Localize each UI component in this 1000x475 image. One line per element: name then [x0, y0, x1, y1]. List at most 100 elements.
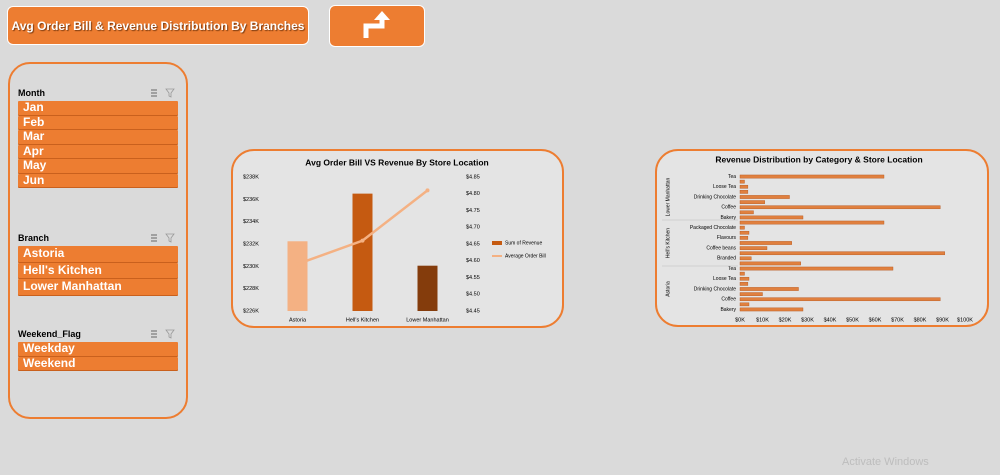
back-button[interactable] — [329, 5, 425, 47]
bar — [739, 297, 941, 302]
x-tick-label: $30K — [801, 317, 814, 323]
bar — [739, 307, 804, 312]
bar — [352, 193, 373, 311]
bar — [739, 271, 745, 276]
x-tick-label: $10K — [756, 317, 769, 323]
bar — [739, 236, 749, 240]
x-tick-label: $100K — [957, 317, 973, 323]
slicer-item[interactable]: May — [18, 158, 178, 173]
back-icon — [363, 11, 390, 38]
bar — [739, 230, 750, 235]
x-tick-label: $70K — [891, 317, 904, 323]
bar — [739, 266, 894, 271]
slicer-item[interactable]: Hell's Kitchen — [18, 262, 178, 278]
y-tick-label: Tea — [728, 266, 736, 272]
y-tick-label: Branded — [717, 256, 736, 262]
slicer-item[interactable]: Weekday — [18, 341, 178, 356]
y-tick-label: $234K — [243, 219, 259, 225]
y-tick-label: Coffee — [721, 205, 736, 211]
bar — [287, 241, 308, 311]
group-label: Astoria — [665, 281, 671, 297]
slicer-title: Branch — [18, 233, 178, 245]
x-tick-label: $0K — [735, 317, 745, 323]
bar — [739, 210, 754, 215]
chart-frame — [655, 149, 989, 327]
y-tick-label: Drinking Chocolate — [694, 286, 736, 292]
bar — [739, 282, 749, 286]
y-tick-label: $228K — [243, 286, 259, 292]
y-tick-label: Coffee — [721, 297, 736, 303]
watermark: Activate Windows — [842, 456, 929, 468]
chart-title: Revenue Distribution by Category & Store… — [715, 154, 922, 164]
x-tick-label: $40K — [824, 317, 837, 323]
y2-tick-label: $4.45 — [466, 308, 480, 314]
header-title: Avg Order Bill & Revenue Distribution By… — [7, 6, 309, 45]
group-label: Hell's Kitchen — [665, 228, 671, 258]
bar — [739, 261, 801, 266]
slicer-item[interactable]: Lower Manhattan — [18, 279, 178, 295]
slicer-icons[interactable] — [150, 233, 176, 245]
bar — [739, 200, 765, 204]
slicer-title-text: Branch — [18, 233, 50, 243]
slicer-item[interactable]: Apr — [18, 144, 178, 158]
x-tick-label: Hell's Kitchen — [346, 317, 379, 323]
slicer: Branch Astoria Hell's Kitchen Lower Manhatt… — [18, 233, 178, 295]
slicer-title-text: Weekend_Flag — [18, 329, 81, 339]
slicer-item[interactable]: Weekend — [18, 356, 178, 370]
bar — [739, 256, 752, 261]
bar — [739, 292, 763, 296]
slicer-title: Weekend_Flag — [18, 329, 178, 341]
bar — [739, 184, 749, 189]
slicer-title: Month — [18, 88, 178, 100]
y2-tick-label: $4.70 — [466, 225, 480, 231]
bar — [739, 190, 749, 194]
slicer-icons[interactable] — [150, 88, 176, 100]
bar — [417, 265, 438, 311]
bar — [739, 174, 885, 179]
bar — [739, 179, 745, 184]
slicer-item[interactable]: Astoria — [18, 246, 178, 262]
y-tick-label: $226K — [243, 308, 259, 314]
bar — [739, 205, 941, 210]
chart-title: Avg Order Bill VS Revenue By Store Locat… — [305, 157, 488, 167]
legend-label: Average Order Bill — [505, 253, 546, 259]
y2-tick-label: $4.80 — [466, 191, 480, 197]
x-tick-label: $90K — [936, 317, 949, 323]
x-tick-label: $80K — [914, 317, 927, 323]
y-tick-label: Flavours — [717, 235, 737, 241]
slicer-item[interactable]: Mar — [18, 129, 178, 144]
slicer-item[interactable]: Feb — [18, 115, 178, 129]
y-tick-label: $232K — [243, 241, 259, 247]
x-tick-label: $50K — [846, 317, 859, 323]
slicer-panel — [8, 62, 188, 419]
slicer: Weekend_Flag Weekday Weekend — [18, 329, 178, 370]
slicer-item[interactable]: Jun — [18, 173, 178, 187]
y-tick-label: $230K — [243, 264, 259, 270]
legend-label: Sum of Revenue — [505, 240, 542, 246]
y-tick-label: $236K — [243, 197, 259, 203]
legend-swatch — [492, 241, 502, 245]
x-tick-label: $60K — [869, 317, 882, 323]
slicer-icons[interactable] — [150, 329, 176, 341]
x-tick-label: Lower Manhattan — [406, 317, 449, 323]
group-label: Lower Manhattan — [665, 177, 671, 216]
line-point — [425, 188, 430, 193]
line-point — [295, 262, 300, 267]
slicer-item[interactable]: Jan — [18, 100, 178, 115]
y-tick-label: $238K — [243, 174, 259, 180]
bar — [739, 276, 750, 281]
bar — [739, 215, 804, 220]
x-tick-label: $20K — [779, 317, 792, 323]
bar — [739, 220, 885, 225]
bar — [739, 195, 790, 199]
y2-tick-label: $4.85 — [466, 174, 480, 180]
bar — [739, 241, 792, 245]
x-tick-label: Astoria — [289, 317, 307, 323]
bar — [739, 287, 799, 291]
y-tick-label: Tea — [728, 174, 736, 180]
y-tick-label: Coffee beans — [706, 245, 736, 251]
y-tick-label: Drinking Chocolate — [694, 194, 736, 200]
y2-tick-label: $4.60 — [466, 258, 480, 264]
